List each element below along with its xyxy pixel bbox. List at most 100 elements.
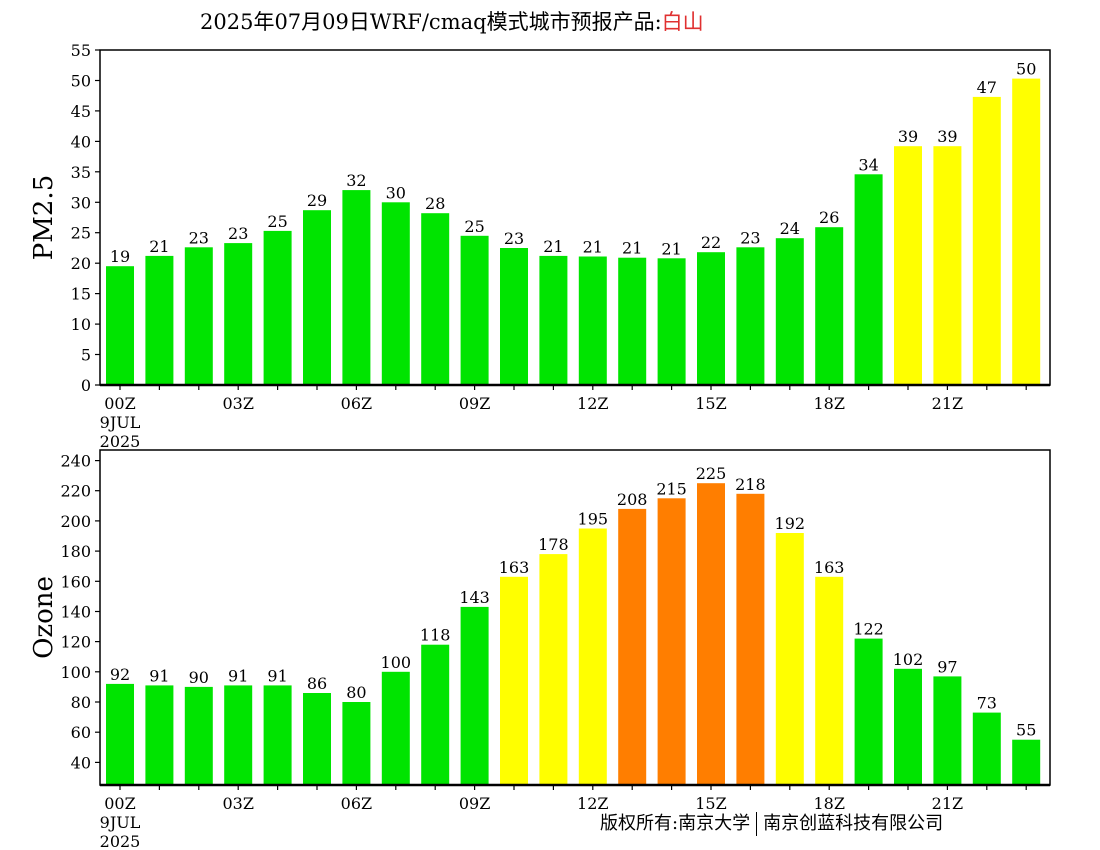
bar bbox=[342, 702, 371, 785]
y-tick-label: 160 bbox=[60, 572, 91, 591]
bar bbox=[972, 96, 1001, 386]
bar bbox=[106, 683, 134, 785]
x-tick-label: 06Z bbox=[341, 394, 372, 413]
x-tick-label: 09Z bbox=[459, 394, 490, 413]
data-label: 39 bbox=[898, 127, 918, 146]
y-tick-label: 5 bbox=[81, 346, 91, 365]
bar bbox=[184, 247, 213, 385]
data-label: 122 bbox=[853, 620, 884, 639]
data-label: 97 bbox=[937, 657, 957, 676]
y-tick-label: 220 bbox=[60, 482, 91, 501]
bar bbox=[815, 227, 844, 385]
bar bbox=[184, 686, 213, 785]
data-label: 208 bbox=[617, 490, 648, 509]
y-tick-label: 30 bbox=[71, 193, 91, 212]
ozone-chart: 92 91 90 91 91 86 80 100 118 143 163 178 195 208 215 22… bbox=[29, 449, 1051, 850]
data-label: 26 bbox=[819, 208, 839, 227]
data-label: 163 bbox=[814, 558, 845, 577]
data-label: 218 bbox=[735, 475, 766, 494]
bar bbox=[775, 238, 804, 385]
data-label: 47 bbox=[977, 78, 997, 97]
x-tick-label: 12Z bbox=[577, 394, 608, 413]
y-tick-label: 40 bbox=[71, 753, 91, 772]
y-tick-label: 100 bbox=[60, 663, 91, 682]
bar bbox=[421, 644, 450, 785]
x-tick-label: 09Z bbox=[459, 794, 490, 813]
y-tick-label: 240 bbox=[60, 452, 91, 471]
x-tick-label: 03Z bbox=[222, 794, 253, 813]
y-tick-label: 120 bbox=[60, 633, 91, 652]
y-tick-label: 10 bbox=[71, 315, 91, 334]
x-tick-label: 21Z bbox=[932, 794, 963, 813]
bar bbox=[933, 676, 962, 785]
pm25-chart: 19 21 23 23 25 29 32 30 28 25 23 21 21 21 21 22 23 24 26 34… bbox=[29, 41, 1051, 451]
bar bbox=[657, 498, 686, 785]
copyright-right: 南京创蓝科技有限公司 bbox=[763, 813, 944, 834]
bar bbox=[145, 685, 174, 785]
y-tick-label: 180 bbox=[60, 542, 91, 561]
title-city: 白山 bbox=[661, 10, 704, 34]
data-label: 23 bbox=[740, 228, 760, 247]
copyright-footer: 版权所有:南京大学 南京创蓝科技有限公司 bbox=[600, 809, 943, 836]
bar bbox=[972, 712, 1001, 785]
bar bbox=[578, 256, 607, 385]
bar bbox=[342, 190, 371, 385]
data-label: 23 bbox=[228, 224, 248, 243]
date-label: 2025 bbox=[100, 432, 141, 451]
x-tick-label: 21Z bbox=[932, 394, 963, 413]
bar bbox=[697, 483, 725, 785]
bar bbox=[815, 576, 844, 785]
y-tick-label: 15 bbox=[71, 285, 91, 304]
bar bbox=[381, 202, 410, 385]
data-label: 225 bbox=[696, 464, 727, 483]
x-tick-label: 00Z bbox=[104, 394, 135, 413]
bar bbox=[539, 554, 568, 785]
data-label: 215 bbox=[656, 479, 687, 498]
data-label: 30 bbox=[386, 183, 406, 202]
bar bbox=[106, 266, 134, 385]
data-label: 32 bbox=[346, 171, 366, 190]
bar bbox=[894, 146, 922, 385]
bar bbox=[657, 258, 686, 385]
data-label: 23 bbox=[189, 228, 209, 247]
y-tick-label: 20 bbox=[71, 254, 91, 273]
title-prefix: 2025年07月09日WRF/cmaq模式城市预报产品: bbox=[200, 10, 662, 34]
data-label: 92 bbox=[110, 665, 130, 684]
bar bbox=[303, 693, 331, 785]
x-tick-label: 15Z bbox=[695, 394, 726, 413]
bar bbox=[224, 243, 253, 385]
y-axis-label: PM2.5 bbox=[29, 175, 59, 260]
data-label: 91 bbox=[149, 666, 169, 685]
date-label: 9JUL bbox=[100, 413, 141, 432]
y-tick-label: 200 bbox=[60, 512, 91, 531]
bar bbox=[263, 230, 292, 385]
copyright-left: 版权所有:南京大学 bbox=[600, 813, 751, 834]
data-label: 86 bbox=[307, 674, 327, 693]
y-tick-label: 0 bbox=[81, 376, 91, 395]
bar bbox=[421, 213, 450, 385]
y-tick-label: 55 bbox=[71, 41, 91, 60]
data-label: 80 bbox=[346, 683, 366, 702]
y-axis-label: Ozone bbox=[29, 576, 59, 659]
data-label: 195 bbox=[578, 510, 609, 529]
bar bbox=[618, 508, 647, 785]
data-label: 73 bbox=[977, 694, 997, 713]
data-label: 143 bbox=[459, 588, 490, 607]
x-tick-label: 12Z bbox=[577, 794, 608, 813]
data-label: 91 bbox=[228, 666, 248, 685]
data-label: 102 bbox=[893, 650, 924, 669]
data-label: 24 bbox=[780, 219, 800, 238]
bar bbox=[933, 146, 962, 385]
data-label: 21 bbox=[661, 239, 681, 258]
bar bbox=[460, 606, 489, 785]
bar bbox=[854, 174, 883, 385]
y-tick-label: 25 bbox=[71, 224, 91, 243]
y-tick-label: 35 bbox=[71, 163, 91, 182]
x-tick-label: 15Z bbox=[695, 794, 726, 813]
bar bbox=[145, 255, 174, 385]
bar bbox=[500, 576, 528, 785]
bar bbox=[1012, 78, 1041, 385]
bar bbox=[460, 235, 489, 385]
y-tick-label: 40 bbox=[71, 132, 91, 151]
